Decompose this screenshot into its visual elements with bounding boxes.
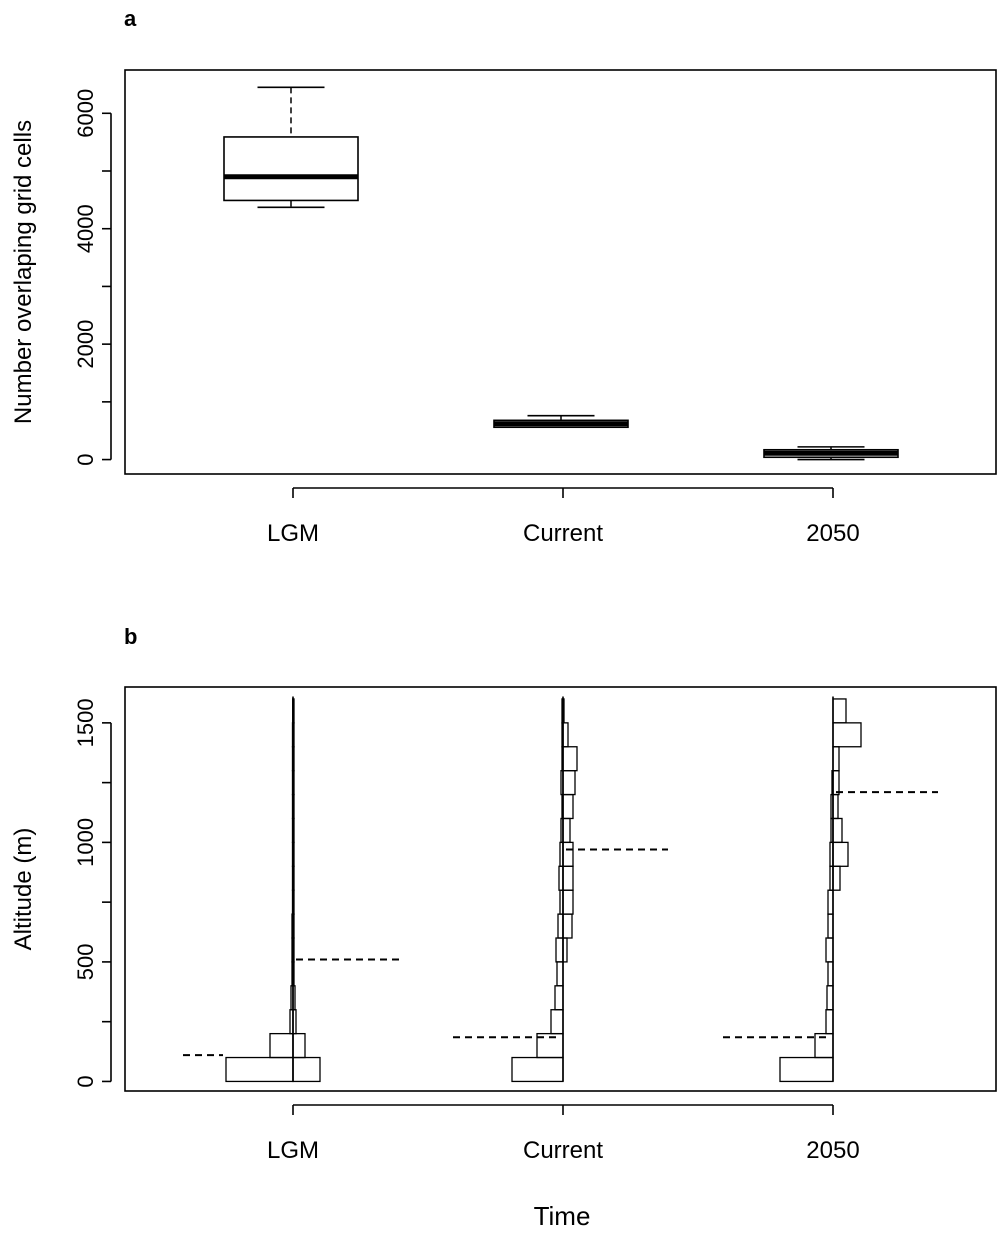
y-axis-label-b: Altitude (m) [10, 828, 37, 951]
hist-2050-bin-right [832, 817, 843, 844]
hist-2050-bin-right [832, 746, 840, 772]
hist-current-bin-left [555, 937, 564, 963]
hist-current-bin-right [562, 913, 573, 939]
hist-current-bin-left [554, 985, 564, 1011]
hist-current-bin-right [562, 746, 578, 772]
x-tick-label-2050: 2050 [806, 1137, 859, 1164]
hist-lgm-bin-right [292, 913, 295, 939]
hist-current-bin-right [562, 793, 574, 820]
hist-2050-bin-right [832, 698, 847, 724]
panel-letter-b: b [124, 624, 137, 649]
box-lgm-iqr [223, 136, 359, 202]
hist-current-bin-right [562, 698, 565, 724]
hist-current-bin-left [536, 1032, 564, 1059]
hist-lgm-bin-right [292, 1009, 297, 1035]
y-axis-label-a: Number overlaping grid cells [10, 120, 37, 424]
hist-lgm-bin-right [292, 817, 295, 844]
hist-current-bin-left [511, 1056, 564, 1083]
hist-lgm-bin-right [292, 985, 296, 1011]
hist-current-bin-left [556, 961, 564, 987]
hist-2050-bin-left [826, 985, 834, 1011]
hist-lgm-bin-right [292, 1032, 306, 1059]
y-tick-label: 4000 [73, 204, 98, 253]
hist-2050-bin-left [825, 1009, 834, 1035]
hist-lgm-bin-left [269, 1032, 294, 1059]
hist-2050-bin-left [825, 937, 834, 963]
hist-lgm-bin-right [292, 937, 295, 963]
hist-lgm-bin-right [292, 793, 295, 820]
hist-2050-bin-left [814, 1032, 834, 1059]
hist-2050-bin-right [832, 722, 862, 748]
y-tick-label: 1500 [73, 698, 98, 747]
y-tick-label: 0 [73, 453, 98, 465]
y-tick-label: 6000 [73, 89, 98, 138]
x-tick-label-lgm: LGM [267, 1137, 319, 1164]
hist-lgm-bin-right [292, 889, 295, 915]
hist-current-bin-right [562, 889, 574, 915]
plot-frame-a [124, 69, 997, 475]
hist-2050-bin-right [832, 865, 841, 891]
y-tick-label: 1000 [73, 818, 98, 867]
hist-current-bin-left [550, 1009, 564, 1035]
x-tick-label-current: Current [523, 1137, 603, 1164]
x-tick-label-current: Current [523, 520, 603, 547]
hist-lgm-bin-right [292, 698, 295, 724]
panel-letter-a: a [124, 6, 137, 31]
hist-current-bin-right [562, 865, 574, 891]
hist-lgm-bin-right [292, 961, 295, 987]
y-tick-label: 0 [73, 1075, 98, 1087]
x-tick-label-2050: 2050 [806, 520, 859, 547]
hist-current-bin-right [562, 841, 574, 867]
x-axis-label-b: Time [534, 1201, 591, 1231]
hist-2050-bin-right [832, 770, 840, 796]
hist-lgm-bin-right [292, 841, 295, 867]
hist-lgm-bin-right [292, 770, 295, 796]
hist-current-bin-right [562, 722, 569, 748]
hist-lgm-bin-right [292, 865, 295, 891]
x-tick-label-lgm: LGM [267, 520, 319, 547]
hist-lgm-bin-right [292, 746, 295, 772]
boxplot-panel: 0 2000 4000 6000 LGM Current 2050 [73, 86, 899, 547]
histogram-panel: 0 500 1000 1500 LGM Current 2050 [73, 696, 938, 1164]
hist-current-bin-right [562, 770, 576, 796]
hist-2050-bin-right [832, 841, 849, 867]
y-tick-label: 500 [73, 944, 98, 981]
plot-frame-b [124, 686, 997, 1092]
y-tick-label: 2000 [73, 320, 98, 369]
hist-current-bin-right [562, 817, 571, 844]
hist-lgm-bin-right [292, 722, 295, 748]
hist-lgm-bin-left [225, 1056, 294, 1083]
hist-current-bin-right [562, 937, 568, 963]
hist-lgm-bin-right [292, 1056, 321, 1083]
hist-2050-bin-left [779, 1056, 834, 1083]
